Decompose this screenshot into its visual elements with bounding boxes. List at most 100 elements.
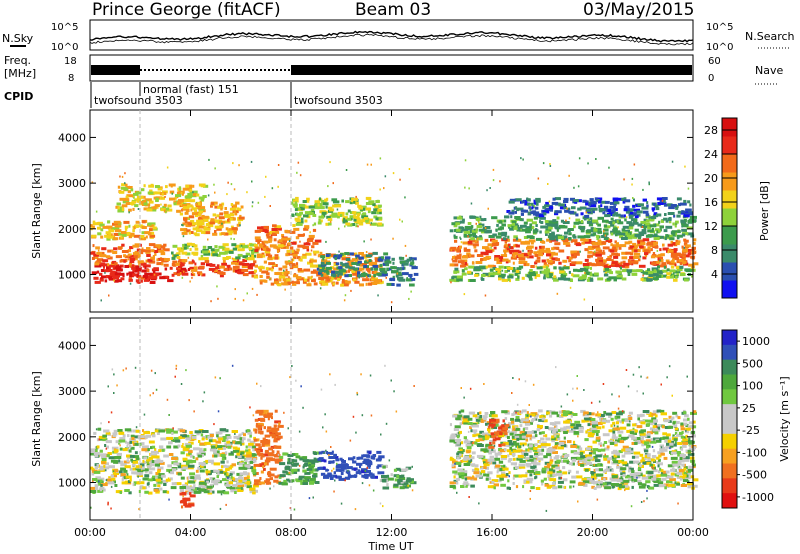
heatmap-cell (507, 459, 511, 463)
heatmap-cell (154, 448, 157, 452)
heatmap-cell (139, 200, 146, 204)
heatmap-cell (584, 458, 588, 462)
heatmap-cell (133, 192, 139, 196)
heatmap-cell (402, 262, 409, 266)
heatmap-cell (584, 214, 590, 218)
heatmap-cell (623, 262, 630, 266)
heatmap-cell (229, 217, 236, 221)
heatmap-cell (118, 470, 123, 474)
heatmap-cell (184, 199, 190, 202)
heatmap-cell (231, 463, 236, 467)
heatmap-cell (211, 445, 216, 449)
heatmap-cell (512, 252, 519, 256)
heatmap-cell (667, 212, 675, 215)
heatmap-cell (352, 272, 358, 276)
heatmap-cell (478, 228, 486, 232)
heatmap-cell (155, 197, 159, 201)
heatmap-cell (155, 478, 162, 482)
heatmap-cell (622, 445, 629, 449)
heatmap-cell (129, 282, 132, 285)
heatmap-cell (676, 433, 683, 437)
heatmap-cell (646, 271, 653, 275)
heatmap-cell (250, 160, 253, 163)
heatmap-cell (509, 227, 514, 231)
heatmap-cell (512, 268, 516, 272)
heatmap-cell (602, 211, 606, 215)
heatmap-cell (571, 255, 577, 259)
heatmap-cell (589, 217, 593, 221)
heatmap-cell (291, 258, 295, 262)
heatmap-cell (119, 264, 124, 268)
heatmap-cell (468, 187, 470, 190)
heatmap-cell (361, 254, 367, 258)
heatmap-cell (206, 480, 210, 484)
heatmap-cell (343, 217, 346, 221)
heatmap-cell (266, 429, 272, 433)
heatmap-cell (565, 219, 567, 222)
heatmap-cell (288, 461, 293, 465)
heatmap-cell (304, 246, 309, 249)
heatmap-cell (170, 471, 174, 475)
heatmap-cell (633, 208, 640, 212)
heatmap-cell (270, 282, 275, 286)
heatmap-cell (138, 276, 145, 280)
heatmap-cell (635, 437, 641, 440)
heatmap-cell (203, 231, 211, 235)
heatmap-cell (504, 240, 508, 244)
heatmap-cell (93, 431, 97, 435)
heatmap-cell (127, 202, 135, 205)
heatmap-cell (344, 274, 349, 278)
heatmap-cell (453, 270, 460, 274)
heatmap-cell (312, 241, 319, 245)
heatmap-cell (333, 255, 338, 258)
heatmap-cell (121, 250, 129, 253)
heatmap-cell (91, 472, 95, 476)
heatmap-cell (673, 248, 678, 252)
heatmap-cell (371, 275, 376, 279)
heatmap-cell (587, 250, 593, 254)
heatmap-cell (688, 465, 694, 469)
heatmap-cell (179, 489, 185, 492)
heatmap-cell (554, 424, 558, 428)
heatmap-cell (523, 253, 529, 257)
heatmap-cell (323, 474, 327, 478)
heatmap-cell (578, 157, 581, 160)
heatmap-cell (628, 223, 634, 227)
nsky-trace (89, 30, 694, 43)
heatmap-cell (123, 220, 130, 224)
heatmap-cell (624, 218, 627, 222)
heatmap-cell (459, 245, 462, 249)
heatmap-cell (633, 261, 639, 265)
heatmap-cell (216, 434, 219, 438)
heatmap-cell (551, 482, 556, 485)
heatmap-cell (633, 256, 640, 259)
heatmap-cell (338, 477, 345, 481)
heatmap-cell (100, 235, 104, 239)
heatmap-cell (276, 435, 283, 439)
heatmap-cell (146, 458, 151, 462)
heatmap-cell (152, 273, 159, 277)
heatmap-cell (605, 239, 613, 243)
heatmap-cell (476, 237, 483, 241)
heatmap-cell (120, 473, 126, 477)
heatmap-cell (670, 265, 675, 269)
heatmap-cell (662, 247, 669, 251)
heatmap-cell (364, 475, 368, 479)
heatmap-cell (235, 256, 241, 260)
heatmap-cell (181, 231, 188, 235)
heatmap-cell (391, 283, 395, 286)
heatmap-cell (603, 205, 609, 209)
heatmap-cell (147, 276, 154, 279)
heatmap-cell (652, 277, 659, 281)
heatmap-cell (99, 437, 105, 441)
heatmap-cell (658, 428, 661, 432)
heatmap-cell (393, 483, 399, 487)
heatmap-cell (325, 468, 328, 472)
heatmap-cell (231, 430, 238, 433)
heatmap-cell (313, 457, 317, 461)
heatmap-cell (507, 245, 510, 249)
y-tick-label: 2000 (58, 223, 86, 236)
heatmap-cell (286, 278, 291, 282)
heatmap-cell (226, 440, 231, 444)
